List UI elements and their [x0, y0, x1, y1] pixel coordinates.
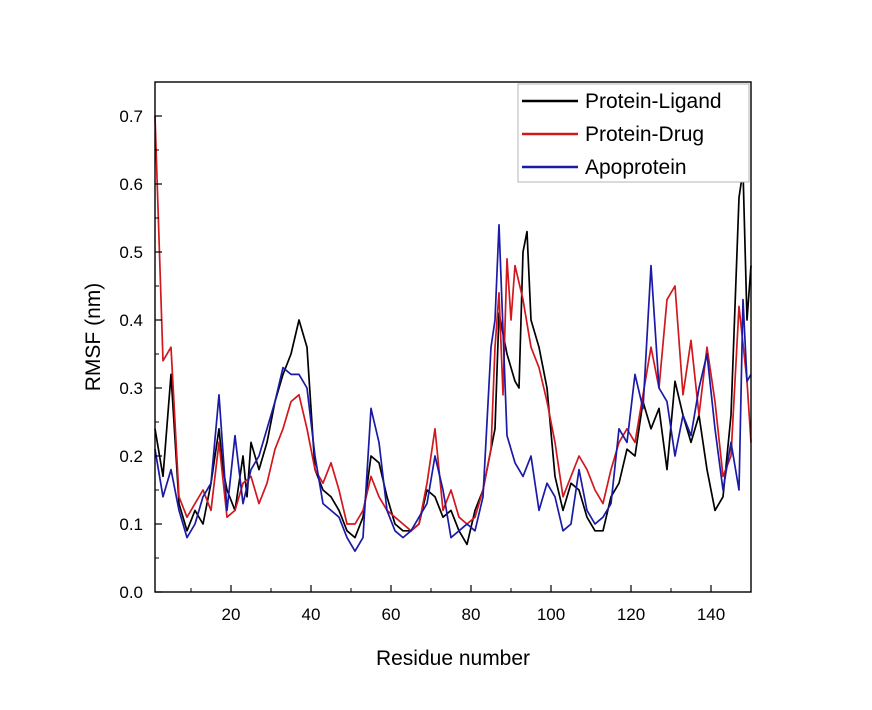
- legend-label: Apoprotein: [585, 156, 687, 179]
- y-tick-label: 0.5: [119, 243, 143, 262]
- legend-label: Protein-Drug: [585, 123, 704, 146]
- y-tick-label: 0.6: [119, 175, 143, 194]
- x-axis-title: Residue number: [376, 647, 530, 670]
- x-tick-label: 60: [382, 605, 401, 624]
- y-tick-label: 0.0: [119, 583, 143, 602]
- x-axis: 20 40 60 80 100 120 140: [190, 585, 752, 624]
- x-tick-label: 140: [697, 605, 725, 624]
- x-tick-label: 120: [617, 605, 645, 624]
- y-tick-label: 0.7: [119, 107, 143, 126]
- plot-frame: [154, 81, 752, 593]
- y-axis-title: RMSF (nm): [82, 283, 105, 392]
- x-tick-label: 20: [222, 605, 241, 624]
- legend: Protein-Ligand Protein-Drug Apoprotein: [517, 83, 750, 183]
- x-tick-label: 40: [302, 605, 321, 624]
- series-line-protein-ligand: [154, 169, 752, 546]
- y-axis: 0.0 0.1 0.2 0.3 0.4 0.5 0.6 0.7: [119, 81, 162, 602]
- y-tick-label: 0.4: [119, 311, 143, 330]
- series-line-apoprotein: [154, 223, 752, 553]
- legend-label: Protein-Ligand: [585, 90, 722, 113]
- y-tick-label: 0.1: [119, 515, 143, 534]
- x-tick-label: 100: [537, 605, 565, 624]
- y-tick-label: 0.3: [119, 379, 143, 398]
- series-layer: [154, 115, 752, 553]
- y-tick-label: 0.2: [119, 447, 143, 466]
- x-tick-label: 80: [462, 605, 481, 624]
